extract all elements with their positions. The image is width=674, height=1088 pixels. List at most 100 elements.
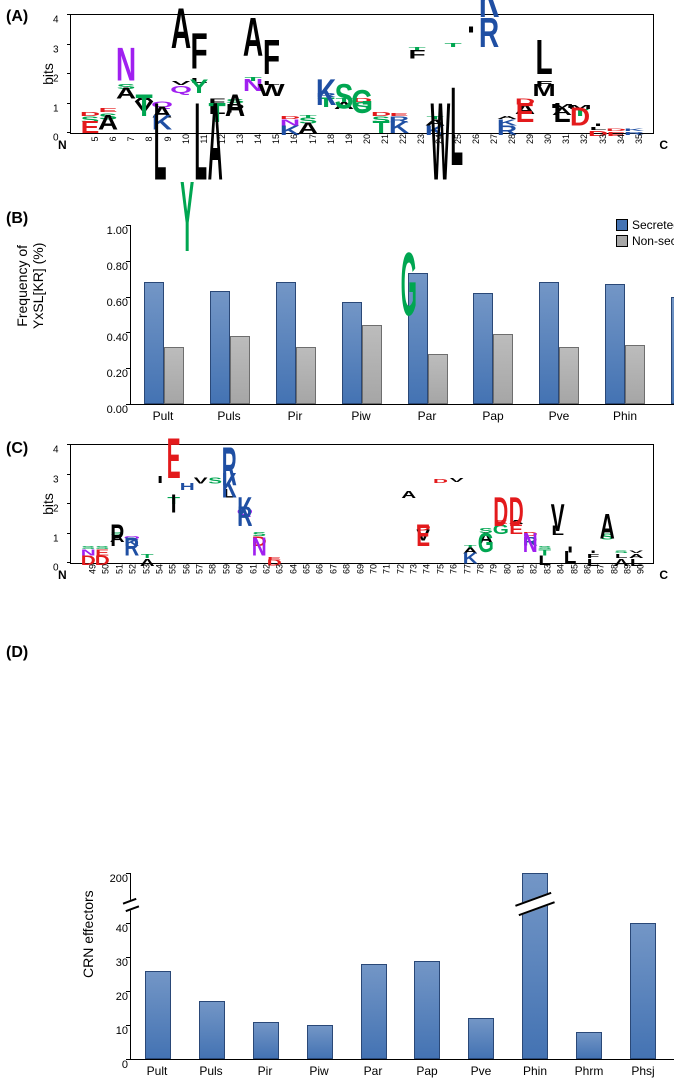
bar [199, 1001, 225, 1059]
ytick: 10 [100, 1025, 128, 1037]
panel-a-cterm: C [659, 138, 668, 152]
logo-letter: A [207, 108, 222, 563]
logo-xtick: 49 [88, 562, 98, 575]
logo-letter: S [614, 551, 629, 552]
logo-xtick: 77 [462, 562, 472, 575]
logo-letter: L [614, 554, 629, 555]
logo-xtick: 71 [382, 562, 392, 575]
panel-d-label: (D) [6, 644, 28, 662]
logo-letter: T [140, 554, 155, 555]
logo-xtick: 85 [569, 562, 579, 575]
bar [630, 923, 656, 1059]
ytick: 20 [100, 991, 128, 1003]
panel-b: Frequency ofYxSL[KR] (%) PultPulsPirPiwP… [80, 220, 674, 430]
bar-group [526, 225, 592, 404]
xtick-label: Phsj [616, 1060, 670, 1088]
panel-c: bits SNDSEDSAPQKRTAILTIEHYVLSALKRQRKSDNE… [70, 444, 654, 614]
logo-xtick: 76 [449, 562, 459, 575]
panel-d: CRN effectors PultPulsPirPiwParPapPvePhi… [80, 868, 674, 1088]
logo-xtick: 81 [516, 562, 526, 575]
panel-c-nterm: N [58, 568, 67, 582]
logo-letter: S [95, 546, 110, 547]
panel-b-label: (B) [6, 210, 28, 228]
legend-item: Non-secreted [616, 234, 674, 248]
bar-group [592, 225, 658, 404]
logo-xtick: 55 [168, 562, 178, 575]
logo-column: AG [401, 488, 417, 563]
logo-xtick: 65 [302, 562, 312, 575]
logo-letter: T [463, 544, 478, 545]
bar [253, 1022, 279, 1059]
logo-column: IL [154, 473, 166, 563]
logo-xtick: 66 [315, 562, 325, 575]
logo-letter: P [110, 526, 125, 563]
logo-letter: G [477, 535, 493, 563]
ytick: 0.20 [100, 368, 128, 380]
logo-column: SND [81, 543, 95, 563]
logo-column: LV [551, 523, 564, 563]
bar-group [454, 873, 508, 1059]
legend-text: Secreted [632, 218, 674, 232]
logo-letter: S [81, 546, 96, 547]
logo-xtick: 84 [556, 562, 566, 575]
legend-swatch [616, 219, 628, 231]
logo-xtick: 26 [471, 130, 481, 148]
logo-xtick: 64 [288, 562, 298, 575]
bar [559, 347, 579, 404]
bar [493, 334, 513, 404]
xtick-label: Par [346, 1060, 400, 1088]
logo-xtick: 57 [195, 562, 205, 575]
ytick: 3 [53, 474, 59, 485]
logo-xtick: 16 [289, 130, 299, 148]
logo-xtick: 30 [543, 130, 553, 148]
logo-xtick: 90 [636, 562, 646, 575]
logo-column: DW [431, 476, 450, 563]
logo-xtick: 32 [579, 130, 589, 148]
logo-column: STL [538, 543, 551, 563]
logo-xtick: 5 [90, 130, 100, 148]
logo-letter: L [194, 108, 208, 563]
logo-xtick: 29 [525, 130, 535, 148]
ytick: 200 [100, 873, 128, 885]
panel-c-label: (C) [6, 440, 28, 458]
xtick-label: Puls [184, 1060, 238, 1088]
ytick: 0.40 [100, 332, 128, 344]
bar [362, 325, 382, 404]
logo-xtick: 15 [271, 130, 281, 148]
bar [539, 282, 559, 404]
logo-letter: K [236, 499, 252, 563]
logo-column: VL [194, 475, 207, 563]
logo-xtick: 28 [507, 130, 517, 148]
bar-group [670, 873, 674, 1059]
logo-xtick: 27 [489, 130, 499, 148]
logo-letter: A [628, 554, 643, 555]
bar-group [508, 873, 562, 1059]
logo-column: EGD [493, 517, 509, 563]
xtick-label: Phin [508, 1060, 562, 1088]
logo-xtick: 19 [344, 130, 354, 148]
legend-item: Secreted [616, 218, 674, 232]
logo-column: TAK [463, 542, 477, 563]
ytick: 0.00 [100, 404, 128, 416]
logo-letter: E [95, 550, 110, 552]
bar [296, 347, 316, 404]
logo-xtick: 10 [181, 130, 191, 148]
panel-a-label: (A) [6, 8, 28, 26]
xtick-label: Phsj [658, 405, 674, 430]
logo-column: SA [600, 531, 614, 563]
logo-letter: V [551, 505, 565, 563]
logo-xtick: 73 [409, 562, 419, 575]
bar-group [131, 873, 185, 1059]
bar-group [401, 873, 455, 1059]
logo-letter: E [166, 441, 180, 563]
bar [605, 284, 625, 404]
logo-letter: W [431, 108, 451, 563]
logo-xtick: 74 [422, 562, 432, 575]
logo-letter: V [628, 551, 643, 552]
logo-xtick: 89 [623, 562, 633, 575]
logo-letter: L [450, 92, 464, 563]
ytick: 30 [100, 957, 128, 969]
logo-xtick: 67 [328, 562, 338, 575]
figure-root: (A) (B) (C) (D) bits DSEESASANAVTQAKVQAL… [0, 0, 674, 877]
logo-column: AED [509, 517, 523, 563]
